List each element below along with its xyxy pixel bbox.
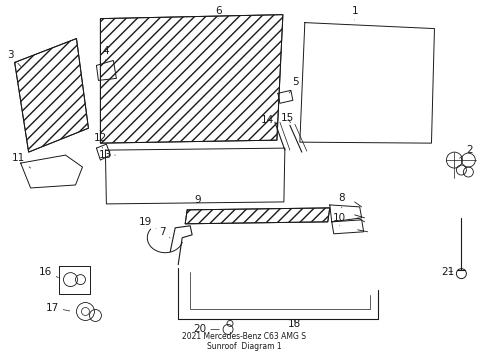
Text: 2021 Mercedes-Benz C63 AMG S
Sunroof  Diagram 1: 2021 Mercedes-Benz C63 AMG S Sunroof Dia…: [182, 332, 305, 351]
Text: 9: 9: [194, 195, 201, 210]
Text: 3: 3: [7, 50, 20, 66]
Text: 1: 1: [351, 6, 357, 20]
Text: 17: 17: [46, 302, 70, 312]
Text: 6: 6: [214, 6, 221, 19]
Text: 15: 15: [281, 113, 294, 123]
Text: 2: 2: [459, 145, 472, 158]
Text: 20: 20: [193, 324, 219, 334]
Text: 5: 5: [289, 77, 299, 93]
Text: 11: 11: [12, 153, 31, 168]
Text: 16: 16: [39, 267, 59, 278]
Text: 10: 10: [332, 213, 346, 226]
Text: 7: 7: [159, 227, 170, 238]
Text: 4: 4: [102, 45, 108, 61]
Text: 21: 21: [440, 267, 453, 276]
Text: 8: 8: [338, 193, 345, 208]
Text: 19: 19: [139, 217, 156, 228]
Text: 18: 18: [287, 319, 301, 329]
Text: 14: 14: [261, 115, 277, 130]
Text: 12: 12: [94, 133, 107, 148]
Text: 13: 13: [99, 150, 115, 160]
